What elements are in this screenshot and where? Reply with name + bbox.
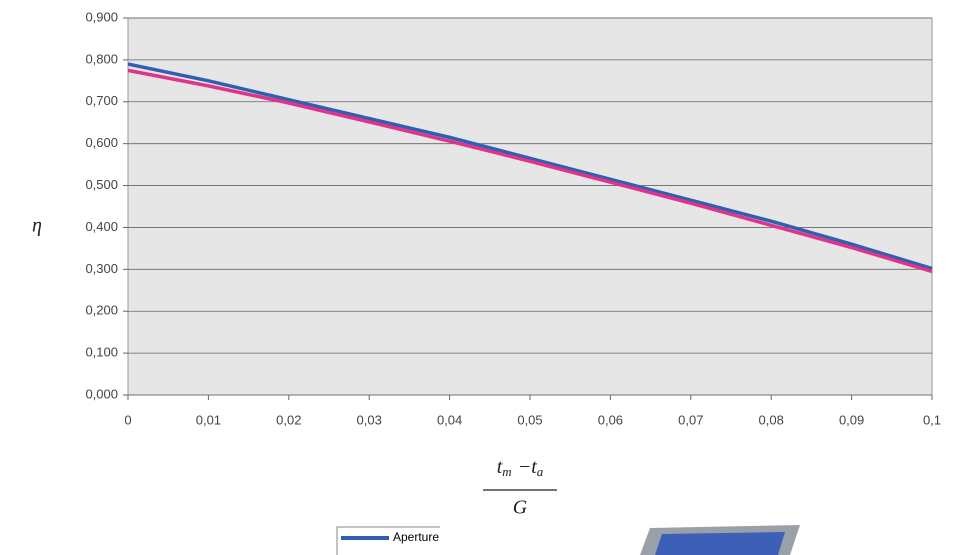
y-tick-label: 0,700 bbox=[85, 93, 118, 108]
y-tick-label: 0,900 bbox=[85, 9, 118, 24]
y-tick-label: 0,300 bbox=[85, 261, 118, 276]
x-tick-label: 0,1 bbox=[923, 412, 941, 427]
x-tick-label: 0,07 bbox=[678, 412, 703, 427]
y-tick-label: 0,100 bbox=[85, 345, 118, 360]
x-axis-label: tm​−ta​ G bbox=[483, 456, 557, 519]
x-tick-label: 0,09 bbox=[839, 412, 864, 427]
x-label-denominator: G bbox=[513, 497, 528, 519]
legend-label: Al bbox=[503, 530, 514, 544]
y-tick-label: 0,800 bbox=[85, 51, 118, 66]
x-tick-label: 0,05 bbox=[517, 412, 542, 427]
x-tick-label: 0,02 bbox=[276, 412, 301, 427]
x-tick-label: 0 bbox=[124, 412, 131, 427]
term-subscript: m bbox=[502, 464, 511, 479]
y-tick-label: 0,600 bbox=[85, 135, 118, 150]
legend: Aperture Al bbox=[337, 527, 514, 555]
y-tick-label: 0,000 bbox=[85, 386, 118, 401]
plot-area bbox=[128, 18, 932, 395]
x-tick-label: 0,04 bbox=[437, 412, 462, 427]
x-label-numerator: tm​−ta​ bbox=[497, 456, 544, 479]
y-tick-label: 0,400 bbox=[85, 219, 118, 234]
legend-label: Aperture bbox=[393, 530, 439, 544]
y-axis-label: η bbox=[32, 215, 42, 237]
x-tick-label: 0,06 bbox=[598, 412, 623, 427]
x-tick-label: 0,08 bbox=[759, 412, 784, 427]
x-tick-label: 0,03 bbox=[357, 412, 382, 427]
chart: η tm​−ta​ G Aperture Al 0,000 0,100 0,200 0,3… bbox=[0, 0, 955, 555]
panel-cells bbox=[655, 532, 785, 555]
solar-panel-image bbox=[640, 525, 800, 555]
x-tick-label: 0,01 bbox=[196, 412, 221, 427]
y-tick-label: 0,500 bbox=[85, 177, 118, 192]
operator: − bbox=[518, 456, 532, 478]
y-tick-label: 0,200 bbox=[85, 303, 118, 318]
